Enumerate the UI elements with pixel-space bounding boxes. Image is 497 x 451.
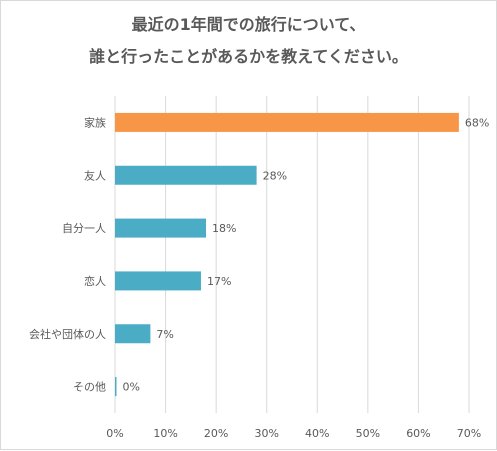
- category-label: 恋人: [84, 274, 106, 288]
- x-tick-label: 0%: [106, 427, 123, 440]
- data-label: 28%: [263, 169, 287, 182]
- x-tick-label: 60%: [406, 427, 430, 440]
- chart-title-line-2: 誰と行ったことがあるかを教えてください。: [89, 47, 408, 66]
- category-label: 自分一人: [62, 222, 106, 235]
- data-label: 7%: [156, 328, 173, 341]
- x-tick-label: 70%: [457, 427, 481, 440]
- bar: [115, 377, 117, 397]
- category-label: 家族: [84, 115, 106, 129]
- x-tick-label: 50%: [356, 427, 380, 440]
- bar: [115, 271, 201, 291]
- data-label: 18%: [212, 222, 236, 235]
- category-label: 友人: [84, 168, 106, 182]
- bar: [115, 324, 151, 344]
- chart-title-line-1: 最近の1年間での旅行について、: [131, 15, 366, 34]
- x-tick-label: 20%: [204, 427, 228, 440]
- bar: [115, 165, 257, 185]
- x-tick-label: 10%: [153, 427, 177, 440]
- category-label: 会社や団体の人: [29, 327, 106, 341]
- data-label: 17%: [207, 275, 231, 288]
- bar: [115, 112, 459, 132]
- x-tick-label: 40%: [305, 427, 329, 440]
- x-tick-label: 30%: [254, 427, 278, 440]
- data-label: 68%: [465, 116, 489, 129]
- bar: [115, 218, 207, 238]
- category-label: その他: [73, 381, 106, 394]
- data-label: 0%: [123, 381, 140, 394]
